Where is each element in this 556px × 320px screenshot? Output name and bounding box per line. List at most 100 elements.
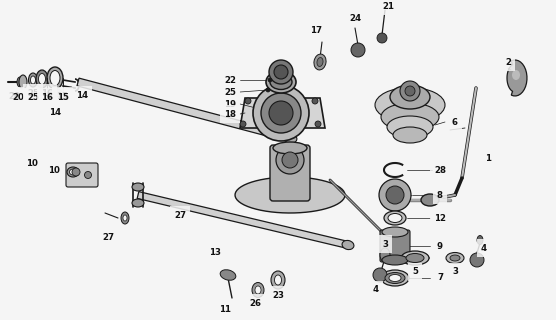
Polygon shape [507,60,527,96]
Ellipse shape [31,76,36,84]
Text: 22: 22 [224,76,236,84]
Ellipse shape [389,275,401,282]
Ellipse shape [406,253,424,262]
Ellipse shape [380,248,390,262]
Ellipse shape [67,167,79,177]
Text: 7: 7 [437,274,443,283]
FancyBboxPatch shape [380,230,410,262]
Circle shape [315,121,321,127]
Ellipse shape [381,270,409,286]
Circle shape [245,98,251,104]
Ellipse shape [381,103,439,131]
Ellipse shape [342,240,354,250]
Circle shape [269,101,293,125]
Text: 14: 14 [49,108,61,116]
Text: 27: 27 [174,211,186,220]
Ellipse shape [255,286,261,294]
Circle shape [253,85,309,141]
Circle shape [400,81,420,101]
Text: 3: 3 [452,268,458,276]
Text: 12: 12 [434,213,446,222]
Ellipse shape [270,75,292,90]
Circle shape [282,152,298,168]
Ellipse shape [47,67,63,89]
Text: 13: 13 [209,247,221,257]
Text: 10: 10 [26,158,38,167]
Ellipse shape [50,70,60,85]
Text: 16: 16 [41,92,53,101]
Circle shape [312,98,318,104]
Circle shape [351,43,365,57]
Ellipse shape [28,73,37,87]
Circle shape [470,253,484,267]
Ellipse shape [123,215,127,221]
Ellipse shape [283,133,297,143]
Text: 3: 3 [382,239,388,249]
Ellipse shape [17,77,23,87]
Ellipse shape [446,252,464,263]
Text: 19: 19 [224,100,236,108]
Ellipse shape [121,212,129,224]
Circle shape [274,65,288,79]
Ellipse shape [314,54,326,70]
Text: 8: 8 [437,190,443,199]
Ellipse shape [384,211,406,225]
Ellipse shape [477,236,483,244]
Circle shape [261,93,301,133]
FancyBboxPatch shape [270,145,310,201]
Text: 23: 23 [272,291,284,300]
Ellipse shape [421,194,439,206]
Text: 28: 28 [434,165,446,174]
Text: 18: 18 [224,109,236,118]
Text: 4: 4 [373,285,379,294]
Ellipse shape [401,251,429,265]
Ellipse shape [388,213,402,222]
Text: 25: 25 [27,92,39,101]
Circle shape [386,186,404,204]
Circle shape [377,33,387,43]
Ellipse shape [273,142,307,154]
Circle shape [373,268,387,282]
Ellipse shape [390,85,430,109]
Ellipse shape [393,127,427,143]
Ellipse shape [252,283,264,298]
Text: 20: 20 [12,92,24,101]
Circle shape [276,146,304,174]
Text: 4: 4 [481,244,487,252]
Ellipse shape [450,255,460,261]
Polygon shape [240,98,325,128]
Text: 14: 14 [76,91,88,100]
Text: 6: 6 [452,117,458,126]
Ellipse shape [382,227,408,237]
Text: 25: 25 [224,87,236,97]
Polygon shape [137,192,349,248]
Text: 2: 2 [505,58,511,67]
Ellipse shape [47,89,63,97]
Ellipse shape [38,74,46,84]
Circle shape [379,179,411,211]
Text: 25: 25 [27,89,39,98]
Ellipse shape [387,116,433,138]
Ellipse shape [385,273,405,284]
Text: 5: 5 [412,268,418,276]
Text: 21: 21 [382,2,394,11]
Text: 15: 15 [57,92,69,101]
Circle shape [268,78,272,82]
Ellipse shape [275,275,281,285]
Ellipse shape [19,75,27,89]
Circle shape [72,168,80,176]
Circle shape [85,172,92,179]
Text: 27: 27 [102,233,114,242]
Text: 11: 11 [219,306,231,315]
Text: 26: 26 [249,299,261,308]
Circle shape [266,88,270,92]
FancyBboxPatch shape [66,163,98,187]
Text: 9: 9 [437,242,443,251]
Text: 1: 1 [485,154,491,163]
Circle shape [405,86,415,96]
Text: 17: 17 [310,26,322,35]
Ellipse shape [382,255,408,265]
Text: 15: 15 [56,92,68,100]
Ellipse shape [512,70,520,80]
Ellipse shape [132,183,144,191]
